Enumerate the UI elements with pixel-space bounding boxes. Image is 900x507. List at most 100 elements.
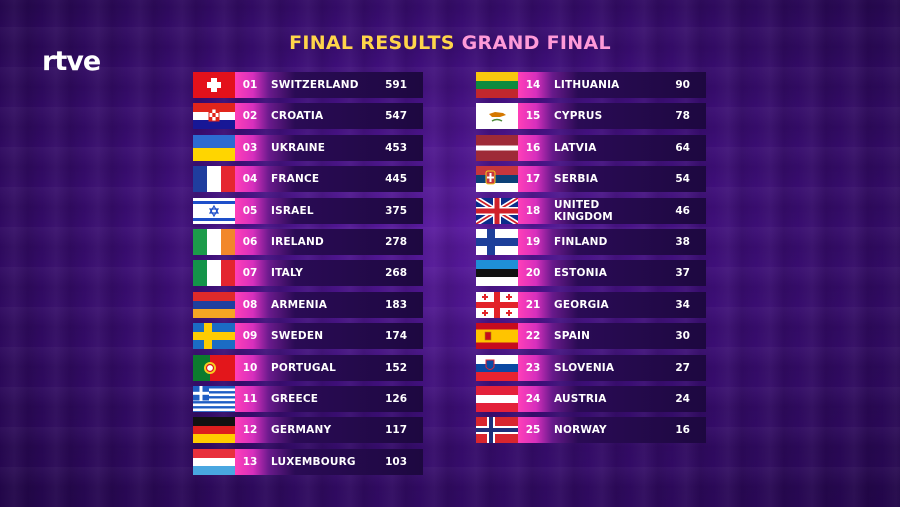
- luxembourg-flag: [193, 448, 235, 475]
- result-bar: 17 SERBIA 54: [518, 166, 706, 193]
- points: 152: [385, 361, 407, 374]
- result-bar: 23 SLOVENIA 27: [518, 354, 706, 381]
- country-name: SWITZERLAND: [271, 79, 359, 91]
- rank: 21: [525, 298, 541, 311]
- country-name: ISRAEL: [271, 204, 314, 217]
- cyprus-flag: [476, 103, 518, 130]
- serbia-flag: [476, 166, 518, 193]
- result-bar: 06 IRELAND 278: [235, 228, 423, 255]
- rank: 12: [242, 424, 258, 437]
- country-name: AUSTRIA: [554, 392, 607, 405]
- result-row: 22 SPAIN 30: [476, 323, 706, 350]
- result-bar: 08 ARMENIA 183: [235, 291, 423, 318]
- results-column-right: 14 LITHUANIA 90 15 CYPRUS 78 16 LATVIA 6…: [476, 72, 706, 449]
- result-bar: 22 SPAIN 30: [518, 323, 706, 350]
- result-row: 05 ISRAEL 375: [193, 197, 423, 224]
- result-row: 16 LATVIA 64: [476, 134, 706, 161]
- result-row: 18 UNITED KINGDOM 46: [476, 197, 706, 224]
- result-bar: 03 UKRAINE 453: [235, 134, 423, 161]
- points: 90: [675, 79, 690, 91]
- points: 445: [385, 173, 407, 186]
- country-name: LUXEMBOURG: [271, 455, 356, 468]
- result-bar: 25 NORWAY 16: [518, 417, 706, 444]
- country-name: SPAIN: [554, 330, 591, 343]
- result-bar: 12 GERMANY 117: [235, 417, 423, 444]
- points: 547: [385, 110, 407, 123]
- result-bar: 04 FRANCE 445: [235, 166, 423, 193]
- title-part-final: FINAL: [289, 32, 354, 54]
- points: 278: [385, 235, 407, 248]
- georgia-flag: [476, 291, 518, 318]
- points: 268: [385, 267, 407, 280]
- country-name: SWEDEN: [271, 330, 324, 343]
- points: 174: [385, 330, 407, 343]
- country-name: FRANCE: [271, 173, 320, 186]
- italy-flag: [193, 260, 235, 287]
- country-name: UNITED KINGDOM: [554, 198, 613, 223]
- points: 16: [675, 424, 690, 437]
- points: 37: [675, 267, 690, 280]
- result-bar: 07 ITALY 268: [235, 260, 423, 287]
- rank: 16: [525, 141, 541, 154]
- result-row: 03 UKRAINE 453: [193, 134, 423, 161]
- country-name: SLOVENIA: [554, 361, 615, 374]
- points: 591: [385, 79, 407, 91]
- sweden-flag: [193, 323, 235, 350]
- country-name: ESTONIA: [554, 267, 608, 280]
- result-bar: 10 PORTUGAL 152: [235, 354, 423, 381]
- country-name: CROATIA: [271, 110, 324, 123]
- united-kingdom-flag: [476, 197, 518, 224]
- result-row: 19 FINLAND 38: [476, 228, 706, 255]
- result-bar: 18 UNITED KINGDOM 46: [518, 197, 706, 224]
- points: 64: [675, 141, 690, 154]
- points: 46: [675, 204, 690, 217]
- country-name: ITALY: [271, 267, 304, 280]
- rank: 19: [525, 235, 541, 248]
- result-row: 12 GERMANY 117: [193, 417, 423, 444]
- ukraine-flag: [193, 134, 235, 161]
- rank: 13: [242, 455, 258, 468]
- result-row: 17 SERBIA 54: [476, 166, 706, 193]
- country-name: SERBIA: [554, 173, 599, 186]
- rank: 02: [242, 110, 258, 123]
- result-bar: 13 LUXEMBOURG 103: [235, 448, 423, 475]
- rank: 14: [525, 79, 541, 91]
- rank: 03: [242, 141, 258, 154]
- points: 24: [675, 392, 690, 405]
- rank: 07: [242, 267, 258, 280]
- points: 453: [385, 141, 407, 154]
- croatia-flag: [193, 103, 235, 130]
- result-row: 25 NORWAY 16: [476, 417, 706, 444]
- result-row: 02 CROATIA 547: [193, 103, 423, 130]
- lithuania-flag: [476, 72, 518, 98]
- result-bar: 11 GREECE 126: [235, 385, 423, 412]
- points: 54: [675, 173, 690, 186]
- slovenia-flag: [476, 354, 518, 381]
- finland-flag: [476, 228, 518, 255]
- result-row: 04 FRANCE 445: [193, 166, 423, 193]
- rank: 25: [525, 424, 541, 437]
- result-bar: 21 GEORGIA 34: [518, 291, 706, 318]
- points: 103: [385, 455, 407, 468]
- rank: 24: [525, 392, 541, 405]
- rank: 08: [242, 298, 258, 311]
- rank: 01: [242, 79, 258, 91]
- rank: 18: [525, 204, 541, 217]
- country-name: CYPRUS: [554, 110, 603, 123]
- rank: 23: [525, 361, 541, 374]
- austria-flag: [476, 385, 518, 412]
- country-name: LATVIA: [554, 141, 597, 154]
- country-name: LITHUANIA: [554, 79, 620, 91]
- spain-flag: [476, 323, 518, 350]
- result-row: 20 ESTONIA 37: [476, 260, 706, 287]
- points: 117: [385, 424, 407, 437]
- country-name: UKRAINE: [271, 141, 326, 154]
- result-row: 10 PORTUGAL 152: [193, 354, 423, 381]
- result-bar: 20 ESTONIA 37: [518, 260, 706, 287]
- rank: 05: [242, 204, 258, 217]
- result-bar: 14 LITHUANIA 90: [518, 72, 706, 98]
- rank: 10: [242, 361, 258, 374]
- result-row: 13 LUXEMBOURG 103: [193, 448, 423, 475]
- result-row: 06 IRELAND 278: [193, 228, 423, 255]
- result-bar: 05 ISRAEL 375: [235, 197, 423, 224]
